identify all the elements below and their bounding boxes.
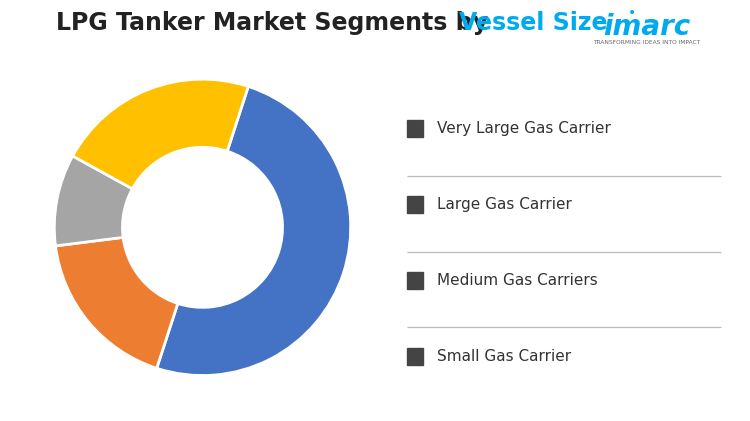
Bar — [407, 196, 423, 213]
Text: imarc: imarc — [603, 13, 690, 41]
Bar — [407, 272, 423, 289]
Bar — [407, 348, 423, 365]
Text: Medium Gas Carriers: Medium Gas Carriers — [437, 273, 598, 288]
Text: LPG Tanker Market Segments by: LPG Tanker Market Segments by — [56, 11, 497, 35]
Text: •: • — [628, 6, 636, 21]
Text: Large Gas Carrier: Large Gas Carrier — [437, 197, 572, 212]
Wedge shape — [73, 79, 248, 189]
Text: Small Gas Carrier: Small Gas Carrier — [437, 349, 572, 364]
Bar — [407, 120, 423, 137]
Wedge shape — [56, 237, 178, 368]
Wedge shape — [54, 156, 132, 246]
Text: TRANSFORMING IDEAS INTO IMPACT: TRANSFORMING IDEAS INTO IMPACT — [593, 40, 700, 45]
Text: Very Large Gas Carrier: Very Large Gas Carrier — [437, 121, 611, 136]
Text: Vessel Size: Vessel Size — [459, 11, 608, 35]
Wedge shape — [157, 86, 351, 376]
